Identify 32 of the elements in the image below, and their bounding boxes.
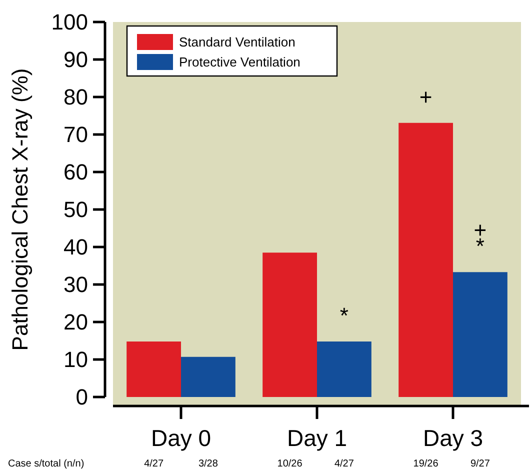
text: 3/28 bbox=[198, 458, 218, 470]
bar bbox=[126, 342, 181, 397]
text: Case s/total (n/n) bbox=[8, 458, 84, 470]
text: 10/26 bbox=[277, 458, 303, 470]
y-tick-label: 0 bbox=[76, 384, 88, 410]
bar bbox=[317, 342, 372, 397]
y-tick-label: 100 bbox=[51, 10, 88, 34]
text: 9/27 bbox=[470, 458, 490, 470]
y-axis-title: Pathological Chest X-ray (%) bbox=[8, 68, 32, 351]
bar bbox=[181, 356, 236, 397]
legend-label: Protective Ventilation bbox=[179, 54, 300, 70]
bar bbox=[398, 122, 453, 397]
y-tick-label: 80 bbox=[64, 84, 88, 110]
annotation: * bbox=[340, 303, 349, 328]
text: 4/27 bbox=[334, 458, 354, 470]
y-tick-label: 10 bbox=[64, 347, 88, 372]
y-tick-label: 90 bbox=[64, 47, 88, 72]
y-tick-label: 60 bbox=[64, 160, 88, 184]
legend-label: Standard Ventilation bbox=[179, 34, 296, 50]
y-tick-label: 20 bbox=[64, 310, 88, 334]
y-tick-label: 30 bbox=[64, 272, 88, 297]
x-tick-label: Day 1 bbox=[286, 425, 348, 451]
x-tick-label: Day 0 bbox=[150, 425, 212, 451]
text: 19/26 bbox=[413, 458, 439, 470]
text: 4/27 bbox=[144, 458, 164, 470]
bar bbox=[453, 272, 508, 397]
y-tick-label: 50 bbox=[64, 197, 88, 222]
annotation: + bbox=[419, 84, 432, 110]
y-tick-label: 70 bbox=[64, 122, 88, 147]
x-tick-label: Day 3 bbox=[422, 425, 484, 451]
bar bbox=[262, 252, 317, 397]
y-tick-label: 40 bbox=[64, 234, 88, 260]
